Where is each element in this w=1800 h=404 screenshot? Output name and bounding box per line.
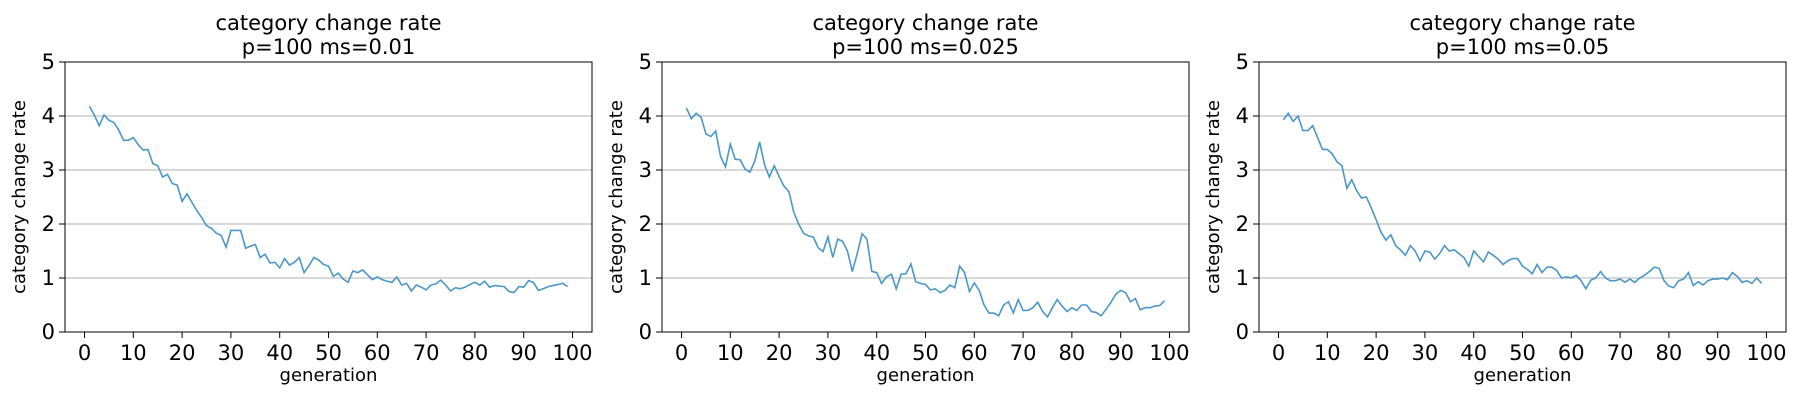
y-tick-label: 5 (639, 50, 652, 74)
x-tick-label: 60 (364, 341, 391, 365)
y-tick-label: 0 (42, 320, 55, 344)
x-tick-label: 60 (1558, 341, 1585, 365)
x-tick-label: 60 (961, 341, 988, 365)
x-axis-label: generation (280, 365, 378, 386)
x-axis-label: generation (1474, 365, 1572, 386)
plot-frame (64, 61, 593, 333)
y-tick-label: 1 (639, 266, 652, 290)
x-tick-label: 100 (1149, 341, 1189, 365)
y-tick-label: 2 (42, 212, 55, 236)
x-tick-label: 80 (1656, 341, 1683, 365)
x-axis-label: generation (877, 365, 975, 386)
y-tick-label: 3 (639, 158, 652, 182)
x-tick-label: 80 (1059, 341, 1086, 365)
x-tick-label: 10 (717, 341, 744, 365)
y-tick-label: 5 (42, 50, 55, 74)
y-tick-label: 2 (639, 212, 652, 236)
x-tick-label: 50 (912, 341, 939, 365)
x-tick-label: 0 (675, 341, 688, 365)
x-tick-label: 70 (1010, 341, 1037, 365)
chart-title-line-2: p=100 ms=0.01 (242, 35, 415, 59)
y-tick-label: 3 (42, 158, 55, 182)
x-tick-label: 30 (815, 341, 842, 365)
series-line (1282, 111, 1763, 291)
y-tick-label: 4 (42, 104, 55, 128)
x-tick-label: 20 (1363, 341, 1390, 365)
plot-frame (1258, 61, 1787, 333)
x-tick-label: 100 (1746, 341, 1786, 365)
x-tick-label: 30 (1412, 341, 1439, 365)
x-tick-label: 20 (766, 341, 793, 365)
y-tick-label: 3 (1236, 158, 1249, 182)
x-tick-label: 0 (78, 341, 91, 365)
y-axis-label: category change rate (9, 100, 30, 294)
x-tick-label: 20 (169, 341, 196, 365)
x-tick-label: 40 (1460, 341, 1487, 365)
x-tick-label: 40 (266, 341, 293, 365)
y-tick-label: 5 (1236, 50, 1249, 74)
y-tick-label: 1 (1236, 266, 1249, 290)
x-tick-label: 90 (1107, 341, 1134, 365)
x-tick-label: 70 (413, 341, 440, 365)
y-tick-label: 2 (1236, 212, 1249, 236)
x-tick-label: 30 (218, 341, 245, 365)
y-axis-label: category change rate (1203, 100, 1224, 294)
chart-title-line-2: p=100 ms=0.05 (1436, 35, 1609, 59)
x-tick-label: 10 (120, 341, 147, 365)
plot-frame (661, 61, 1190, 333)
x-tick-label: 10 (1314, 341, 1341, 365)
series-line (88, 105, 569, 294)
y-axis-label: category change rate (606, 100, 627, 294)
chart-title-line-1: category change rate (215, 11, 441, 35)
series-line (685, 107, 1166, 319)
chart-title-line-1: category change rate (812, 11, 1038, 35)
y-tick-label: 4 (1236, 104, 1249, 128)
x-tick-label: 90 (1704, 341, 1731, 365)
x-tick-label: 100 (552, 341, 592, 365)
chart-title-line-2: p=100 ms=0.025 (832, 35, 1019, 59)
x-tick-label: 50 (315, 341, 342, 365)
y-tick-label: 4 (639, 104, 652, 128)
x-tick-label: 90 (510, 341, 537, 365)
x-tick-label: 0 (1272, 341, 1285, 365)
y-tick-label: 1 (42, 266, 55, 290)
y-tick-label: 0 (1236, 320, 1249, 344)
x-tick-label: 40 (863, 341, 890, 365)
x-tick-label: 50 (1509, 341, 1536, 365)
y-tick-label: 0 (639, 320, 652, 344)
x-tick-label: 70 (1607, 341, 1634, 365)
x-tick-label: 80 (462, 341, 489, 365)
chart-title-line-1: category change rate (1409, 11, 1635, 35)
